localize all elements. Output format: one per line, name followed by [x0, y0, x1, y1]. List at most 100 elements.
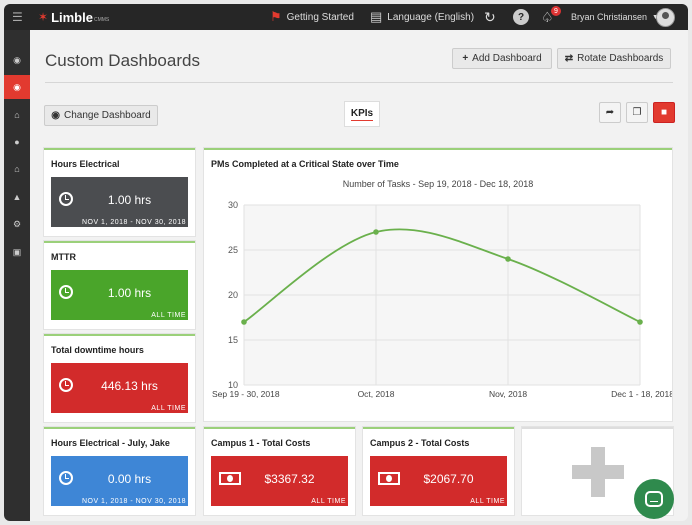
user-name: Bryan Christiansen — [571, 12, 648, 22]
globe-icon[interactable]: ◉ — [13, 54, 21, 65]
dashboard-icon[interactable]: ◉ — [4, 75, 30, 99]
user-menu[interactable]: Bryan Christiansen ▼ — [571, 4, 659, 30]
kpi-box: 446.13 hrs ALL TIME — [51, 363, 188, 413]
rotate-dashboards-label: Rotate Dashboards — [577, 53, 664, 64]
chart-title: PMs Completed at a Critical State over T… — [211, 159, 399, 169]
kpi-box: 1.00 hrs ALL TIME — [51, 270, 188, 320]
kpi-title: Total downtime hours — [51, 345, 144, 355]
dashboard-icon: ◉ — [51, 110, 60, 121]
kpi-box: 1.00 hrs NOV 1, 2018 - NOV 30, 2018 — [51, 177, 188, 227]
copy-icon[interactable]: ❐ — [626, 102, 648, 123]
page-title: Custom Dashboards — [45, 51, 200, 70]
getting-started-link[interactable]: ⚑ Getting Started — [270, 4, 354, 30]
x-tick-label: Nov, 2018 — [489, 389, 527, 399]
language-selector[interactable]: ▤ Language (English) — [370, 4, 474, 30]
kpi-value: 446.13 hrs — [101, 379, 158, 393]
kpi-card-campus1-costs[interactable]: Campus 1 - Total Costs $3367.32 ALL TIME — [204, 427, 355, 515]
sidebar: ◉ ◉ ⌂ ● ⌂ ▲ ⚙ ▣ — [4, 30, 30, 521]
y-tick-label: 15 — [228, 335, 238, 345]
add-dashboard-label: Add Dashboard — [472, 53, 542, 64]
data-point — [505, 256, 511, 262]
logo[interactable]: ✶ Limble CMMS — [38, 8, 109, 26]
change-dashboard-label: Change Dashboard — [64, 110, 151, 121]
getting-started-label: Getting Started — [286, 11, 354, 23]
kpi-value: $2067.70 — [423, 472, 474, 486]
kpi-card-mttr[interactable]: MTTR 1.00 hrs ALL TIME — [44, 241, 195, 329]
x-tick-label: Oct, 2018 — [358, 389, 395, 399]
y-tick-label: 20 — [228, 290, 238, 300]
money-icon — [378, 472, 400, 485]
clock-icon — [59, 192, 73, 206]
x-tick-label: Dec 1 - 18, 2018 — [611, 389, 672, 399]
kpi-card-hours-electrical-july-jake[interactable]: Hours Electrical - July, Jake 0.00 hrs N… — [44, 427, 195, 515]
kpi-value: $3367.32 — [264, 472, 315, 486]
share-icon[interactable]: ➦ — [599, 102, 621, 123]
language-icon: ▤ — [370, 9, 383, 24]
y-tick-label: 30 — [228, 200, 238, 210]
kpi-value: 1.00 hrs — [107, 193, 152, 207]
top-bar: ☰ ✶ Limble CMMS ⚑ Getting Started ▤ Lang… — [4, 4, 688, 30]
notification-badge: 9 — [551, 6, 561, 16]
menu-icon[interactable]: ☰ — [12, 10, 23, 24]
app-window: ☰ ✶ Limble CMMS ⚑ Getting Started ▤ Lang… — [4, 4, 688, 521]
home-icon[interactable]: ⌂ — [14, 110, 20, 120]
kpi-date-range: ALL TIME — [151, 312, 186, 319]
chat-button[interactable] — [634, 479, 674, 519]
user-icon[interactable]: ● — [14, 137, 20, 147]
kpi-card-total-downtime[interactable]: Total downtime hours 446.13 hrs ALL TIME — [44, 334, 195, 422]
kpi-value: 1.00 hrs — [107, 286, 152, 300]
line-chart: 10 15 20 25 30 Sep 19 - 30, 2018 Oct, 2018 Nov,… — [212, 200, 672, 399]
clock-icon — [59, 378, 73, 392]
logo-mark-icon: ✶ — [38, 10, 49, 24]
gear-icon[interactable]: ⚙ — [12, 218, 22, 229]
kpi-card-hours-electrical[interactable]: Hours Electrical 1.00 hrs NOV 1, 2018 - … — [44, 148, 195, 236]
language-label: Language (English) — [387, 11, 475, 23]
tab-kpis-label: KPIs — [350, 107, 374, 121]
data-point — [241, 319, 247, 325]
kpi-title: Hours Electrical - July, Jake — [51, 438, 170, 448]
kpi-date-range: ALL TIME — [311, 498, 346, 505]
plus-icon — [571, 447, 624, 497]
y-tick-label: 25 — [228, 245, 238, 255]
warning-icon[interactable]: ▲ — [12, 192, 22, 202]
main-content: Custom Dashboards + Add Dashboard ⇄ Rota… — [30, 30, 688, 521]
kpi-title: Hours Electrical — [51, 159, 120, 169]
y-tick-label: 10 — [228, 380, 238, 390]
kpi-date-range: ALL TIME — [470, 498, 505, 505]
bell-icon[interactable]: ♤ — [541, 8, 554, 25]
chat-icon — [645, 491, 663, 507]
chart-card: PMs Completed at a Critical State over T… — [204, 148, 672, 421]
kpi-title: Campus 2 - Total Costs — [370, 438, 470, 448]
add-dashboard-button[interactable]: + Add Dashboard — [452, 48, 552, 69]
location-icon[interactable]: ⌂ — [14, 164, 20, 174]
kpi-title: MTTR — [51, 252, 76, 262]
getting-started-icon: ⚑ — [270, 9, 282, 24]
chart-subtitle: Number of Tasks - Sep 19, 2018 - Dec 18,… — [342, 179, 534, 189]
kpi-card-campus2-costs[interactable]: Campus 2 - Total Costs $2067.70 ALL TIME — [363, 427, 514, 515]
kpi-box: $3367.32 ALL TIME — [211, 456, 348, 506]
caret-down-icon: ▼ — [652, 14, 659, 21]
change-dashboard-button[interactable]: ◉ Change Dashboard — [44, 105, 158, 126]
avatar[interactable] — [656, 8, 675, 27]
money-icon[interactable]: ▣ — [12, 246, 22, 257]
plus-icon: + — [462, 53, 469, 64]
money-icon — [219, 472, 241, 485]
kpi-date-range: NOV 1, 2018 - NOV 30, 2018 — [81, 498, 186, 505]
logo-text: Limble — [51, 9, 93, 25]
data-point — [637, 319, 643, 325]
kpi-box: 0.00 hrs NOV 1, 2018 - NOV 30, 2018 — [51, 456, 188, 506]
header-divider — [45, 82, 673, 83]
series-line — [243, 228, 641, 323]
clock-icon — [59, 471, 73, 485]
trash-icon[interactable]: ■ — [653, 102, 675, 123]
clock-icon — [59, 285, 73, 299]
help-icon[interactable]: ? — [513, 9, 529, 25]
tab-kpis[interactable]: KPIs — [344, 101, 380, 127]
kpi-date-range: NOV 1, 2018 - NOV 30, 2018 — [81, 219, 186, 226]
refresh-icon[interactable]: ↻ — [484, 8, 496, 25]
rotate-dashboards-button[interactable]: ⇄ Rotate Dashboards — [557, 48, 671, 69]
kpi-title: Campus 1 - Total Costs — [211, 438, 311, 448]
kpi-value: 0.00 hrs — [107, 472, 152, 486]
logo-sub-text: CMMS — [93, 17, 110, 23]
kpi-box: $2067.70 ALL TIME — [370, 456, 507, 506]
